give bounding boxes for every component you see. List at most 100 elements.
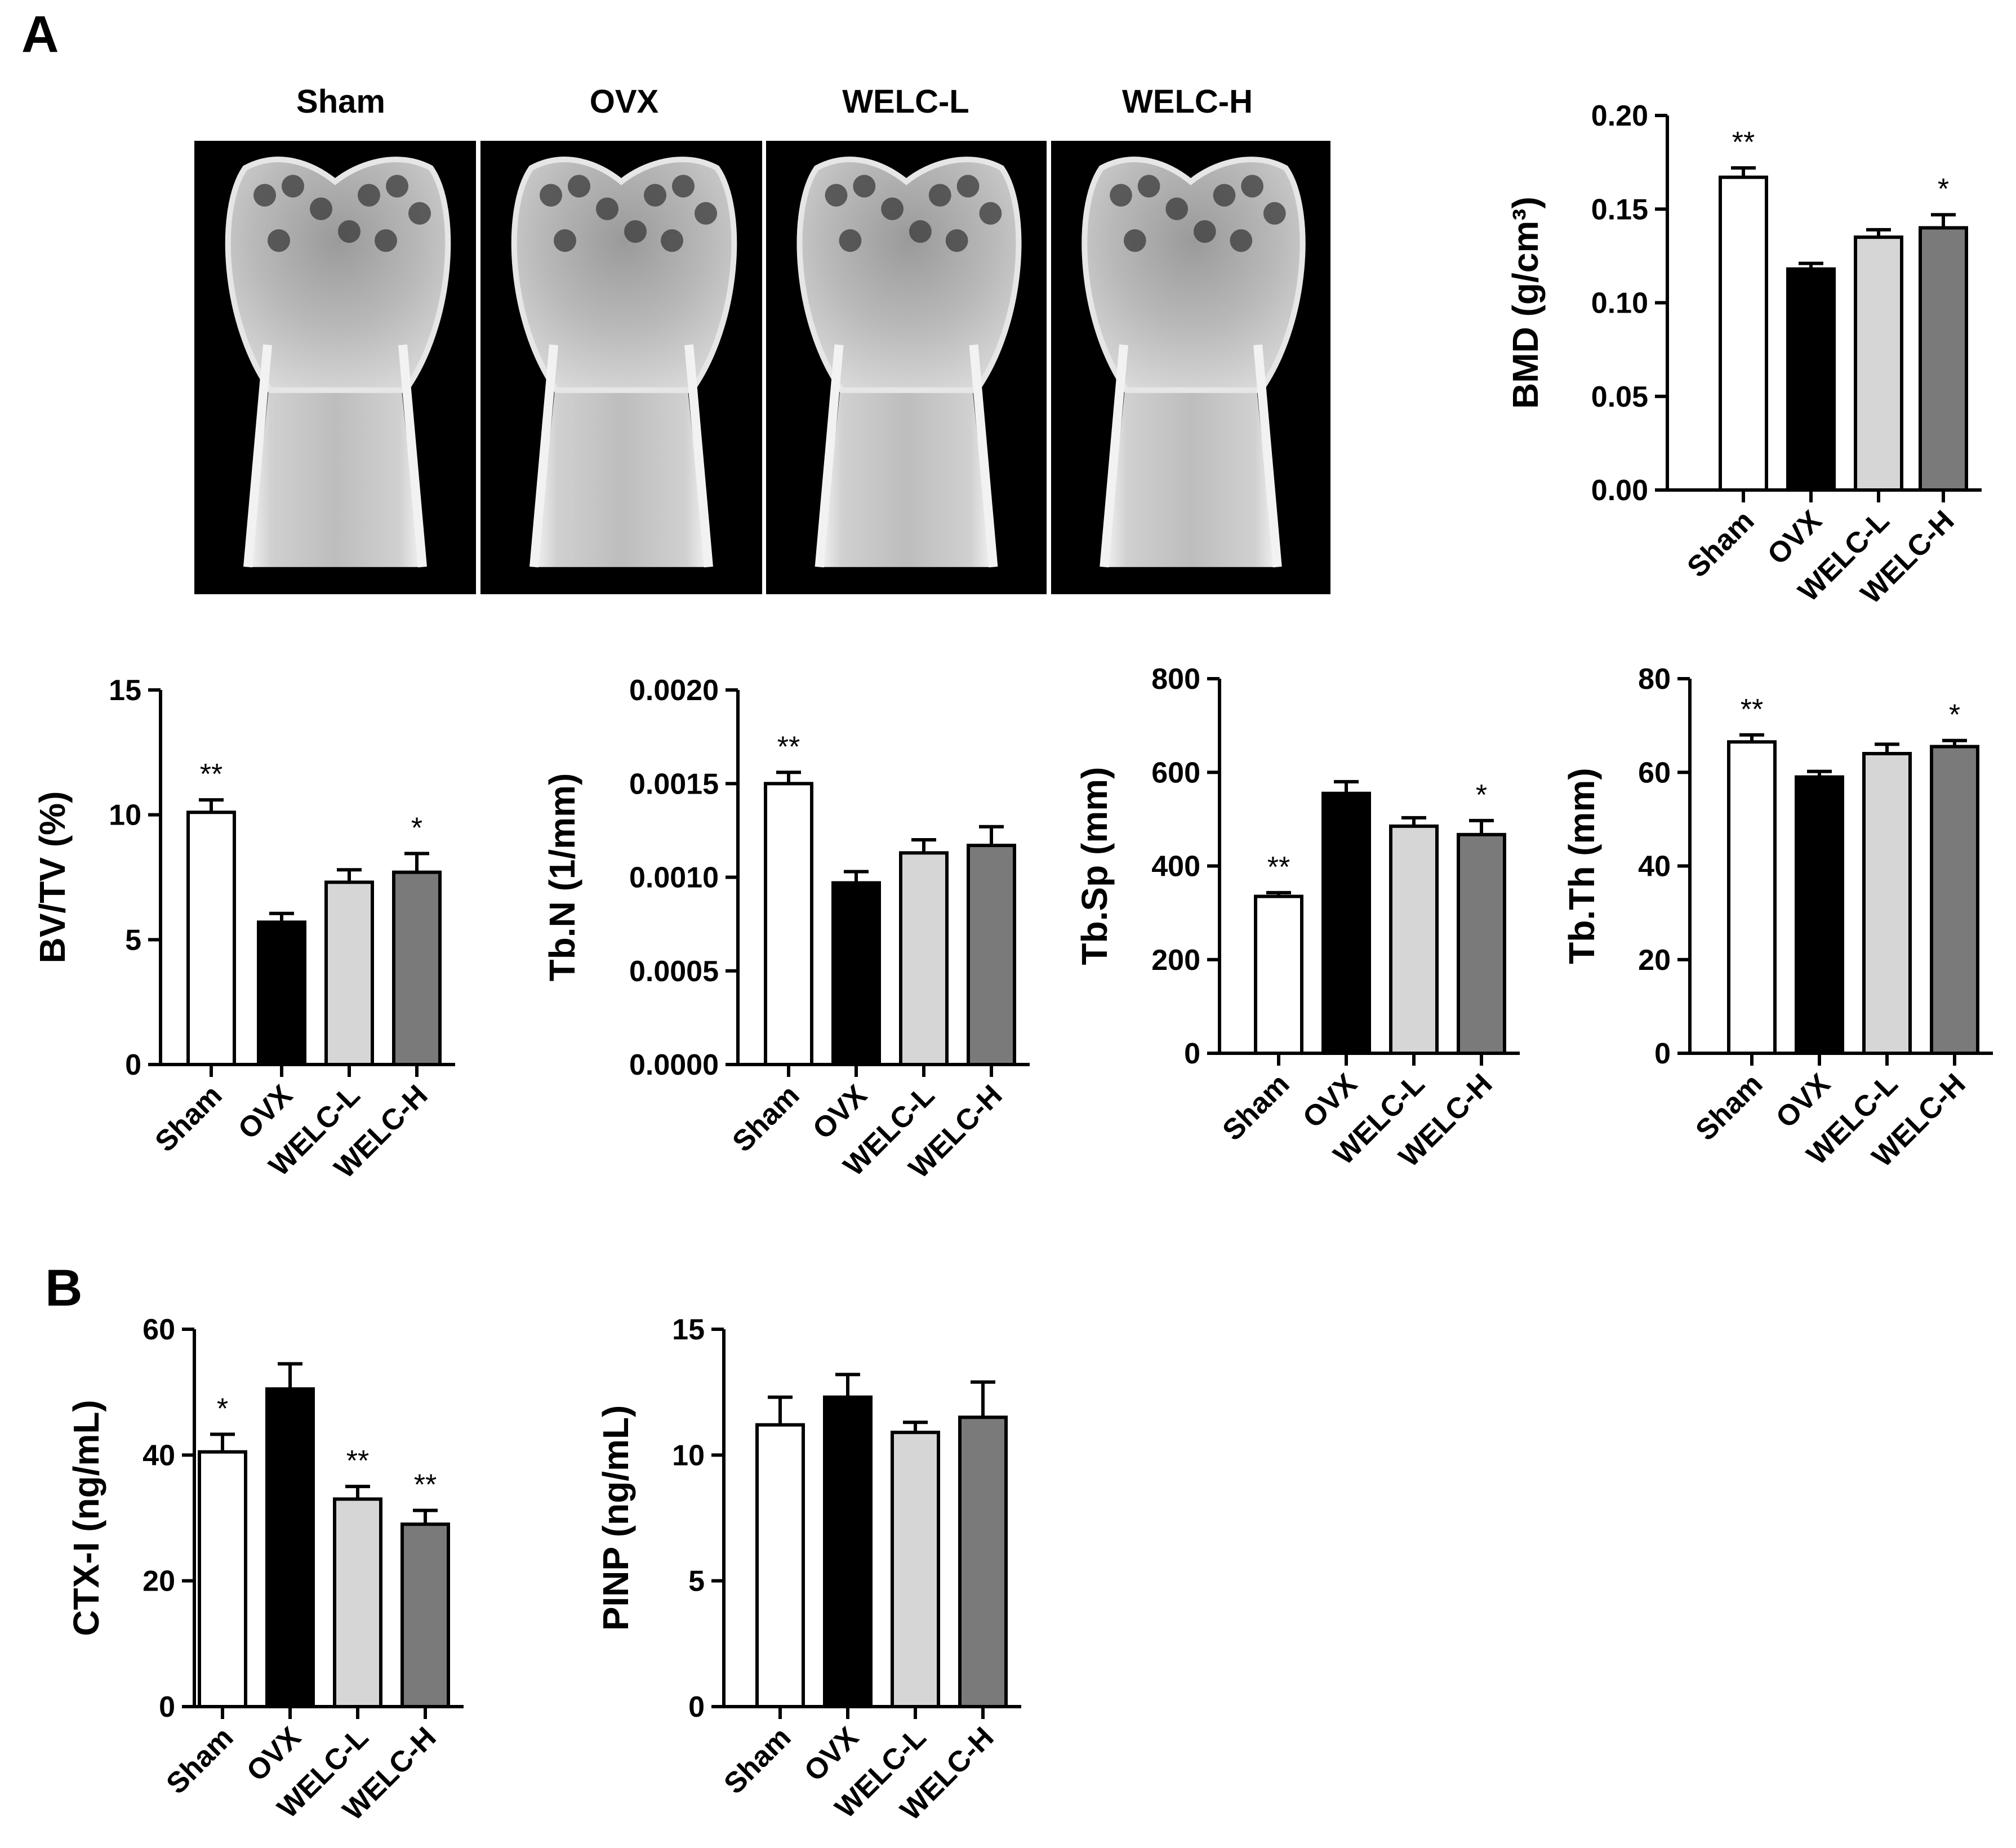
y-tick-label: 0.0000 <box>629 1049 719 1081</box>
cortical-wall-right <box>684 344 713 568</box>
y-tick-label: 20 <box>143 1565 175 1598</box>
microct-image-welc-l <box>766 141 1047 594</box>
y-tick-label: 0 <box>1654 1037 1671 1070</box>
y-tick-label: 0.0010 <box>629 862 719 894</box>
bone-shaft <box>251 345 420 567</box>
y-tick-label: 0.20 <box>1591 100 1648 132</box>
significance-label: ** <box>1741 693 1763 726</box>
cortical-wall-right <box>398 344 427 568</box>
bar-welc-h <box>1457 832 1506 1056</box>
y-tick-label: 0.0020 <box>629 674 719 707</box>
image-label-ovx: OVX <box>590 83 659 120</box>
trabecular-pore <box>661 229 683 252</box>
y-tick-label: 0 <box>159 1691 175 1724</box>
bone-head <box>225 157 451 393</box>
trabecular-pore <box>568 175 590 198</box>
bar-welc-l <box>1389 824 1439 1055</box>
bar-sham <box>198 1450 247 1708</box>
bone-shaft <box>537 345 706 567</box>
y-tick-label: 200 <box>1151 944 1200 977</box>
bar-welc-h <box>400 1522 450 1709</box>
y-tick-label: 60 <box>1638 756 1671 789</box>
significance-label: ** <box>200 758 222 791</box>
y-tick-label: 5 <box>688 1565 705 1598</box>
significance-label: * <box>1476 779 1487 812</box>
trabecular-pore <box>928 184 951 207</box>
bar-ovx <box>1321 791 1371 1055</box>
y-tick-label: 0.0015 <box>629 768 719 800</box>
y-tick-label: 0.00 <box>1591 474 1648 507</box>
y-tick-label: 20 <box>1638 944 1671 977</box>
significance-label: * <box>1938 173 1949 206</box>
trabecular-pore <box>945 229 968 252</box>
bar-welc-l <box>899 851 949 1067</box>
trabecular-pore <box>672 175 695 198</box>
y-tick-label: 800 <box>1151 663 1200 696</box>
trabecular-pore <box>881 197 904 220</box>
y-tick-label: 80 <box>1638 663 1671 696</box>
trabecular-pore <box>554 229 576 252</box>
image-label-sham: Sham <box>296 83 385 120</box>
y-tick-label: 60 <box>143 1313 175 1346</box>
microct-image-welc-h <box>1051 141 1330 594</box>
y-tick-label: 0.15 <box>1591 193 1648 226</box>
y-axis-title: BMD (g/cm³) <box>1505 197 1546 409</box>
x-tick-label: Sham <box>1689 1067 1769 1147</box>
bar-welc-h <box>967 843 1016 1066</box>
microct-image-sham <box>194 141 476 594</box>
trabecular-pore <box>310 197 332 220</box>
significance-label: ** <box>346 1445 369 1477</box>
cortical-wall-right <box>969 344 998 568</box>
bar-welc-h <box>1930 745 1979 1055</box>
trabecular-pore <box>956 175 980 198</box>
trabecular-pore <box>408 202 431 225</box>
trabecular-pore <box>1165 197 1189 220</box>
bar-welc-l <box>324 880 374 1067</box>
y-axis-title: CTX-I (ng/mL) <box>66 1400 106 1636</box>
trabecular-pore <box>1193 220 1216 243</box>
cortical-wall-left <box>529 344 558 568</box>
bar-welc-l <box>891 1431 940 1708</box>
trabecular-pore <box>979 202 1002 225</box>
trabecular-pore <box>1110 184 1132 207</box>
cortical-wall-left <box>243 344 272 568</box>
trabecular-pore <box>358 184 380 207</box>
trabecular-pore <box>282 175 304 198</box>
y-tick-label: 400 <box>1151 850 1200 883</box>
y-tick-label: 0 <box>688 1691 705 1724</box>
trabecular-pore <box>853 175 876 198</box>
trabecular-pore <box>253 184 276 207</box>
y-tick-label: 0.10 <box>1591 287 1648 320</box>
trabecular-pore <box>695 202 717 225</box>
y-tick-label: 10 <box>109 799 141 832</box>
cortical-wall-left <box>815 344 844 568</box>
trabecular-pore <box>839 229 862 252</box>
microct-image-row: Sham OVX WELC-L WELC-H <box>194 83 1330 594</box>
bone-shaft <box>822 345 991 567</box>
y-tick-label: 40 <box>143 1439 175 1472</box>
trabecular-pore <box>386 175 408 198</box>
x-tick-label: Sham <box>160 1721 239 1800</box>
cortical-wall-left <box>1100 344 1128 568</box>
y-axis-title: Tb.Th (mm) <box>1561 768 1602 964</box>
y-tick-label: 0 <box>125 1049 141 1081</box>
y-axis-title: BV/TV (%) <box>32 791 73 964</box>
trabecular-pore <box>1230 229 1253 252</box>
trabecular-pore <box>1137 175 1160 198</box>
y-tick-label: 0.0005 <box>629 955 719 988</box>
bar-sham <box>186 811 236 1066</box>
bone-head <box>1082 157 1306 393</box>
bar-ovx <box>257 920 306 1067</box>
trabecular-pore <box>1241 175 1263 198</box>
bar-welc-h <box>1919 226 1968 492</box>
y-tick-label: 15 <box>109 674 141 707</box>
y-tick-label: 40 <box>1638 850 1671 883</box>
bar-sham <box>1727 740 1777 1055</box>
trabecular-pore <box>268 229 290 252</box>
bar-ovx <box>265 1387 315 1708</box>
